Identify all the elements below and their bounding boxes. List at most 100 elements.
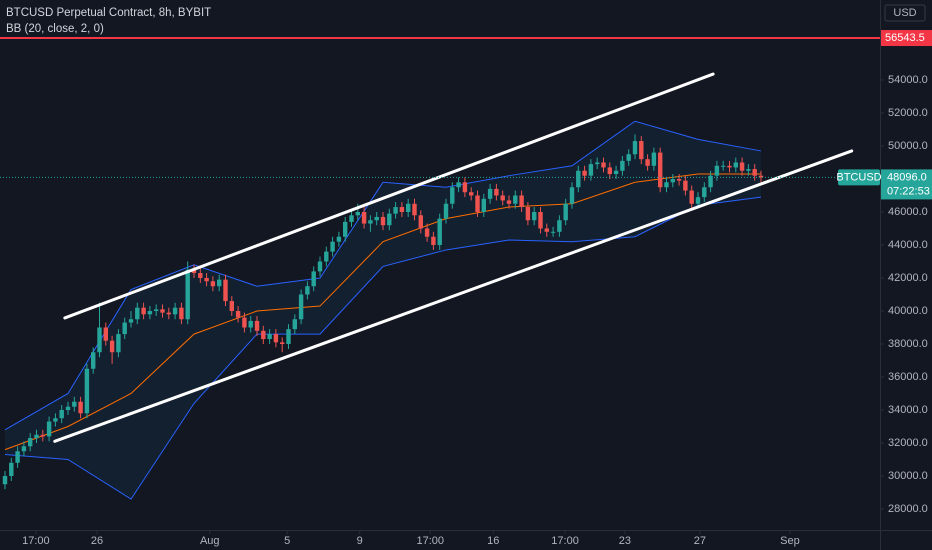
candle-body bbox=[739, 162, 745, 171]
candle-body bbox=[651, 152, 657, 166]
candle-body bbox=[380, 216, 386, 226]
plot-area bbox=[0, 37, 880, 500]
candle-body bbox=[437, 218, 442, 245]
candle-body bbox=[9, 462, 14, 476]
candle-body bbox=[27, 438, 33, 447]
candle-body bbox=[305, 286, 310, 295]
candle-body bbox=[513, 195, 518, 204]
y-tick-label: 44000.0 bbox=[888, 239, 928, 251]
y-tick-label: 40000.0 bbox=[888, 305, 928, 317]
candle-body bbox=[639, 141, 644, 160]
y-tick-label: 36000.0 bbox=[888, 371, 928, 383]
x-tick-label: Sep bbox=[780, 535, 800, 547]
candle-body bbox=[758, 175, 764, 178]
candle-body bbox=[172, 307, 178, 315]
candle-body bbox=[160, 309, 165, 313]
candle-body bbox=[342, 221, 348, 237]
candle-body bbox=[46, 421, 52, 437]
candle-body bbox=[223, 279, 228, 302]
candle-body bbox=[657, 152, 663, 188]
candle-body bbox=[468, 192, 474, 196]
candle-body bbox=[519, 195, 524, 208]
candle-body bbox=[387, 213, 392, 226]
candle-body bbox=[752, 169, 757, 176]
candle-body bbox=[720, 165, 726, 167]
candle-body bbox=[153, 309, 159, 311]
candle-body bbox=[229, 301, 235, 311]
candle-body bbox=[324, 251, 329, 262]
candle-body bbox=[531, 211, 537, 221]
candle-body bbox=[355, 211, 361, 216]
candle-body bbox=[689, 190, 694, 204]
y-tick-label: 30000.0 bbox=[888, 470, 928, 482]
candle-body bbox=[626, 154, 631, 161]
candle-body bbox=[116, 334, 121, 353]
candle-body bbox=[632, 141, 638, 155]
candle-body bbox=[349, 215, 354, 222]
currency-label[interactable]: USD bbox=[893, 7, 916, 19]
symbol-title: BTCUSD Perpetual Contract, 8h, BYBIT bbox=[6, 7, 211, 19]
alert-price-tag bbox=[881, 30, 932, 47]
candle-body bbox=[40, 434, 46, 437]
candle-body bbox=[450, 187, 455, 204]
candle-body bbox=[141, 307, 146, 315]
candle-body bbox=[242, 317, 247, 328]
candle-body bbox=[279, 342, 285, 344]
candle-body bbox=[210, 281, 216, 287]
bb-basis bbox=[4, 173, 761, 451]
candle-body bbox=[582, 170, 587, 176]
candle-body bbox=[424, 228, 430, 237]
candle-body bbox=[361, 211, 367, 224]
x-tick-label: 16 bbox=[487, 535, 499, 547]
candle-body bbox=[588, 164, 594, 176]
candle-body bbox=[746, 169, 751, 171]
candle-body bbox=[317, 261, 323, 272]
candle-body bbox=[311, 271, 316, 287]
candle-body bbox=[97, 327, 102, 353]
candle-body bbox=[330, 241, 335, 252]
candle-body bbox=[418, 215, 424, 229]
candle-body bbox=[103, 327, 109, 341]
y-tick-label: 38000.0 bbox=[888, 338, 928, 350]
candle-body bbox=[15, 451, 20, 463]
candle-body bbox=[198, 273, 203, 278]
candle-body bbox=[191, 269, 197, 274]
candle-body bbox=[664, 182, 669, 188]
candle-body bbox=[261, 330, 266, 340]
candle-body bbox=[405, 203, 411, 212]
candle-body bbox=[78, 401, 83, 414]
candle-body bbox=[292, 319, 298, 330]
candle-body bbox=[34, 434, 39, 439]
candle-body bbox=[645, 159, 650, 166]
candle-body bbox=[714, 165, 720, 176]
candle-body bbox=[601, 162, 606, 168]
y-tick-label: 50000.0 bbox=[888, 140, 928, 152]
candle-body bbox=[613, 170, 619, 175]
candle-body bbox=[298, 294, 304, 320]
y-tick-label: 52000.0 bbox=[888, 107, 928, 119]
currency-button[interactable] bbox=[884, 4, 926, 22]
y-tick-label: 34000.0 bbox=[888, 404, 928, 416]
candle-body bbox=[525, 207, 531, 221]
candle-body bbox=[727, 165, 732, 168]
candle-body bbox=[59, 409, 64, 419]
candle-body bbox=[368, 220, 373, 224]
candle-body bbox=[708, 175, 713, 188]
trendline bbox=[53, 149, 854, 443]
symbol-tag-label: BTCUSD bbox=[836, 171, 881, 183]
x-tick-label: 17:00 bbox=[416, 535, 444, 547]
candle-body bbox=[538, 211, 543, 229]
y-tick-label: 42000.0 bbox=[888, 272, 928, 284]
candle-body bbox=[21, 446, 27, 452]
candle-body bbox=[702, 187, 707, 198]
x-tick-label: Aug bbox=[200, 535, 220, 547]
band-fill bbox=[5, 121, 761, 500]
candle-body bbox=[185, 269, 190, 320]
candle-body bbox=[443, 203, 449, 219]
candle-body bbox=[695, 197, 701, 204]
candle-body bbox=[594, 162, 600, 165]
candle-body bbox=[109, 340, 115, 353]
candle-body bbox=[487, 188, 493, 199]
candle-body bbox=[620, 160, 625, 171]
